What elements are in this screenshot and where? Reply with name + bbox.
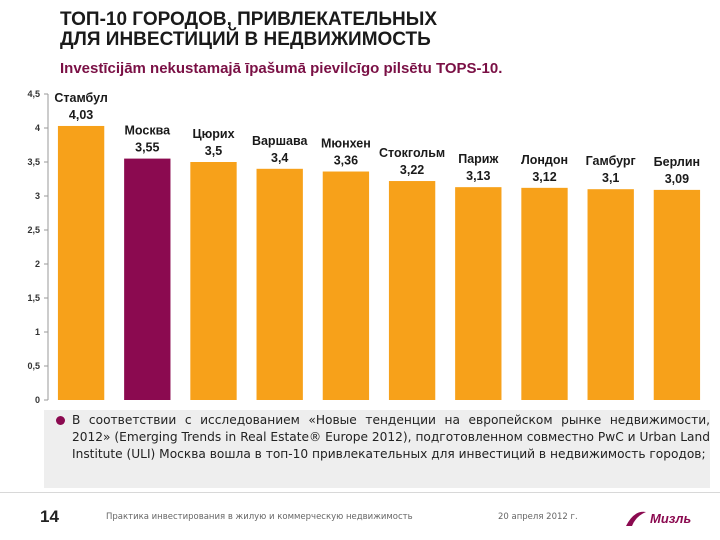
bar-9 bbox=[587, 189, 634, 400]
slide-title: ТОП-10 ГОРОДОВ, ПРИВЛЕКАТЕЛЬНЫХ ДЛЯ ИНВЕ… bbox=[60, 10, 700, 50]
bar-1 bbox=[57, 125, 105, 401]
logo-text: Мизль bbox=[650, 511, 691, 526]
y-tick-label: 0,5 bbox=[27, 361, 40, 371]
slide-subtitle: Investīcijām nekustamajā īpašumā pievilc… bbox=[60, 60, 503, 77]
slide-title-line-1: ТОП-10 ГОРОДОВ, ПРИВЛЕКАТЕЛЬНЫХ bbox=[60, 9, 438, 30]
slide-title-line-2: ДЛЯ ИНВЕСТИЦИЙ В НЕДВИЖИМОСТЬ bbox=[60, 29, 431, 50]
bar-category-label: Москва bbox=[125, 124, 172, 138]
y-tick-label: 0 bbox=[35, 395, 40, 405]
bar-category-label: Стокгольм bbox=[379, 146, 445, 160]
bar-category-label: Варшава bbox=[252, 134, 309, 148]
bar-3 bbox=[190, 162, 237, 400]
bar-5 bbox=[322, 171, 370, 400]
bar-category-label: Берлин bbox=[654, 155, 700, 169]
bar-6 bbox=[388, 181, 436, 400]
bar-category-label: Цюрих bbox=[192, 127, 234, 141]
y-tick-label: 3,5 bbox=[27, 157, 40, 167]
bar-value-label: 3,09 bbox=[665, 172, 689, 186]
bar-value-label: 3,13 bbox=[466, 169, 490, 183]
footer-caption: Практика инвестирования в жилую и коммер… bbox=[106, 512, 413, 522]
page-number: 14 bbox=[40, 507, 59, 526]
bar-7 bbox=[455, 187, 502, 400]
company-logo: Мизль bbox=[626, 511, 691, 526]
y-tick-label: 1,5 bbox=[27, 293, 40, 303]
bar-value-label: 3,1 bbox=[602, 171, 619, 185]
bar-value-label: 3,55 bbox=[135, 141, 159, 155]
bullet-icon bbox=[56, 416, 65, 425]
y-tick-label: 2 bbox=[35, 259, 40, 269]
note-text: В соответствии с исследованием «Новые те… bbox=[72, 413, 710, 461]
bar-category-label: Стамбул bbox=[54, 91, 108, 105]
y-tick-label: 1 bbox=[35, 327, 40, 337]
bar-10 bbox=[653, 189, 701, 400]
bar-chart: 0 0,5 1 1,5 2 2,5 3 3,5 4 4,5 Стамбул 4,03 Москва 3,5… bbox=[27, 89, 701, 405]
y-tick-label: 3 bbox=[35, 191, 40, 201]
bar-value-label: 3,5 bbox=[205, 144, 222, 158]
y-tick-label: 4 bbox=[35, 123, 40, 133]
bar-category-label: Мюнхен bbox=[321, 137, 371, 151]
bar-value-label: 3,4 bbox=[271, 151, 288, 165]
bar-value-label: 3,12 bbox=[532, 170, 556, 184]
bar-8 bbox=[521, 187, 568, 400]
footer-date: 20 апреля 2012 г. bbox=[498, 512, 578, 522]
bar-value-label: 4,03 bbox=[69, 108, 93, 122]
y-tick-label: 2,5 bbox=[27, 225, 40, 235]
footer-divider bbox=[0, 492, 720, 493]
bar-4 bbox=[256, 168, 303, 400]
bar-2 bbox=[124, 158, 171, 400]
note-box bbox=[44, 410, 710, 488]
bar-category-label: Гамбург bbox=[586, 154, 636, 168]
bar-category-label: Лондон bbox=[521, 153, 568, 167]
bar-category-label: Париж bbox=[458, 152, 498, 166]
bar-value-label: 3,36 bbox=[334, 154, 358, 168]
logo-swoosh-icon bbox=[626, 511, 646, 526]
bar-value-label: 3,22 bbox=[400, 163, 424, 177]
y-tick-label: 4,5 bbox=[27, 89, 40, 99]
